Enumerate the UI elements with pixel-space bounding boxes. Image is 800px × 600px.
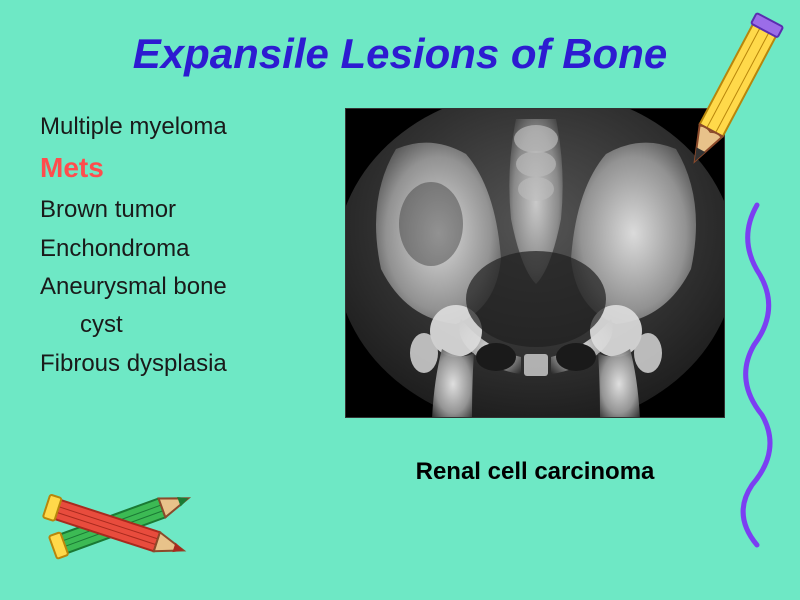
image-caption: Renal cell carcinoma: [416, 458, 655, 486]
pencil-yellow-icon: [665, 5, 795, 185]
list-item: Fibrous dysplasia: [40, 345, 280, 383]
list-item: Enchondroma: [40, 230, 280, 268]
squiggle-icon: [732, 200, 782, 555]
pencils-crossed-icon: [25, 460, 205, 590]
list-item-highlight: Mets: [40, 146, 280, 191]
lesion-list: Multiple myeloma Mets Brown tumor Enchon…: [40, 108, 280, 486]
list-item: Multiple myeloma: [40, 108, 280, 146]
list-item: cyst: [40, 306, 280, 344]
list-item: Aneurysmal bone: [40, 268, 280, 306]
list-item: Brown tumor: [40, 191, 280, 229]
